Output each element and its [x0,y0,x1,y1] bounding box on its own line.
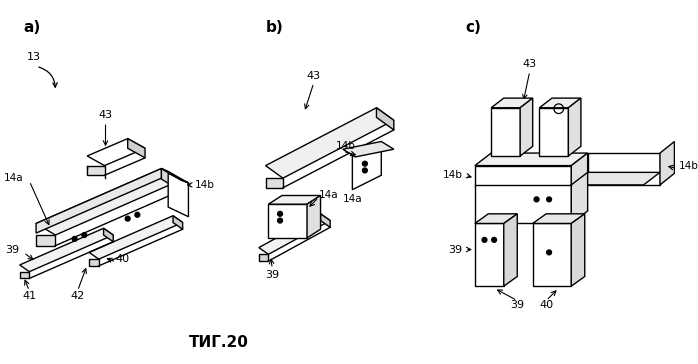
Polygon shape [36,169,161,233]
Text: 14b: 14b [679,161,698,171]
Polygon shape [376,108,394,130]
Polygon shape [352,142,381,190]
Polygon shape [571,153,588,223]
Circle shape [362,168,367,173]
Circle shape [82,233,87,237]
Circle shape [362,161,367,166]
Text: 40: 40 [116,254,130,264]
Polygon shape [504,214,517,286]
Polygon shape [128,139,145,158]
Polygon shape [89,259,98,266]
Polygon shape [533,214,585,223]
Polygon shape [265,178,283,188]
Polygon shape [36,169,181,235]
Polygon shape [20,228,113,272]
Polygon shape [475,153,588,166]
Polygon shape [168,173,188,217]
Polygon shape [475,223,504,286]
Text: 14b: 14b [336,141,356,151]
Polygon shape [20,272,29,278]
Polygon shape [259,254,269,261]
Text: c): c) [465,20,481,35]
Polygon shape [89,216,183,259]
Circle shape [135,212,140,217]
Text: 14a: 14a [318,190,338,199]
Circle shape [491,237,496,242]
Circle shape [547,250,551,255]
Polygon shape [259,214,330,254]
Text: 39: 39 [6,245,20,254]
Circle shape [278,218,283,223]
Text: 14b: 14b [443,170,462,180]
Circle shape [278,211,283,216]
Text: 43: 43 [98,110,112,120]
Circle shape [482,237,487,242]
Polygon shape [320,214,330,228]
Text: 39: 39 [448,245,462,254]
Text: 43: 43 [523,59,537,70]
Polygon shape [520,98,533,156]
Polygon shape [491,98,533,108]
Polygon shape [87,166,105,175]
Polygon shape [491,108,520,156]
Polygon shape [571,214,585,286]
Text: 14a: 14a [343,194,362,204]
Polygon shape [269,204,307,238]
Polygon shape [103,228,113,242]
Polygon shape [173,216,183,229]
Text: 39: 39 [510,300,524,310]
Text: 13: 13 [27,52,40,62]
Text: 14a: 14a [4,173,24,183]
Text: 14b: 14b [195,180,215,190]
Text: 39: 39 [265,270,279,280]
Polygon shape [307,195,320,238]
Polygon shape [161,169,181,191]
Text: 42: 42 [70,291,84,301]
Text: 43: 43 [306,71,321,81]
Polygon shape [36,235,55,246]
Polygon shape [568,98,581,156]
Text: a): a) [24,20,40,35]
Polygon shape [343,142,394,157]
Polygon shape [475,166,571,223]
Polygon shape [533,223,571,286]
Polygon shape [540,98,581,108]
Polygon shape [571,173,660,185]
Polygon shape [475,214,517,223]
Polygon shape [660,142,674,185]
Polygon shape [161,169,188,183]
Polygon shape [87,139,145,166]
Text: 40: 40 [539,300,554,310]
Polygon shape [588,153,660,185]
Polygon shape [265,108,394,178]
Text: ΤИГ.20: ΤИГ.20 [189,335,249,349]
Polygon shape [540,108,568,156]
Text: 41: 41 [22,291,36,301]
Circle shape [547,197,551,202]
Polygon shape [269,195,320,204]
Circle shape [72,237,77,241]
Text: b): b) [265,20,283,35]
Circle shape [534,197,539,202]
Circle shape [125,216,130,221]
